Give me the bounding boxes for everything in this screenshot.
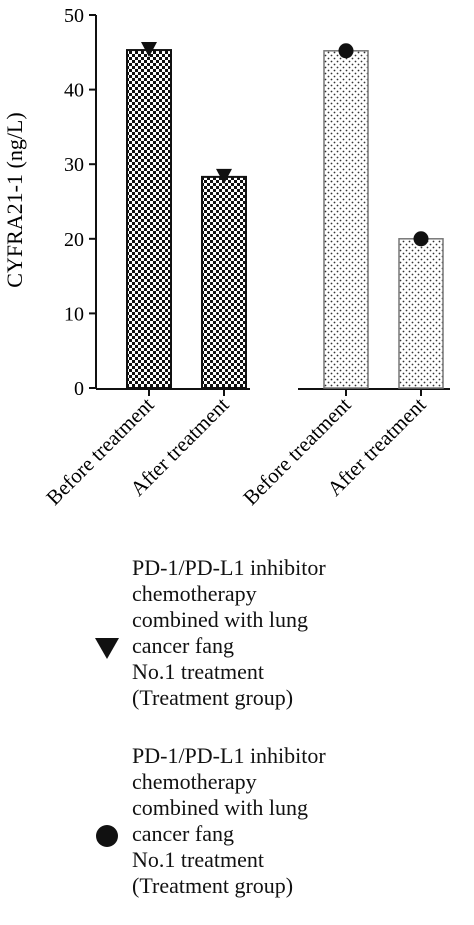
y-tick-label: 20 xyxy=(64,229,84,251)
bar xyxy=(201,175,247,389)
y-tick-label: 30 xyxy=(64,154,84,176)
bar xyxy=(323,50,369,389)
legend-label: PD-1/PD-L1 inhibitor chemotherapy combin… xyxy=(132,555,326,710)
bar xyxy=(398,238,444,389)
data-point-triangle xyxy=(216,168,232,184)
data-point-triangle xyxy=(141,42,157,58)
chart-bars xyxy=(126,49,444,389)
y-tick-label: 0 xyxy=(74,378,84,400)
y-tick-label: 40 xyxy=(64,80,84,102)
bar xyxy=(126,49,172,389)
triangle-down-icon xyxy=(95,638,119,659)
data-point-circle xyxy=(338,43,354,59)
y-tick-label: 50 xyxy=(64,5,84,27)
chart-axes: 0 10 20 30 40 50 xyxy=(64,5,450,400)
y-tick-label: 10 xyxy=(64,303,84,325)
data-point-circle xyxy=(413,231,429,247)
y-axis-label: CYFRA21-1 (ng/L) xyxy=(2,112,27,287)
circle-icon xyxy=(96,825,118,847)
legend-label: PD-1/PD-L1 inhibitor chemotherapy combin… xyxy=(132,743,326,898)
chart-markers xyxy=(141,42,429,247)
